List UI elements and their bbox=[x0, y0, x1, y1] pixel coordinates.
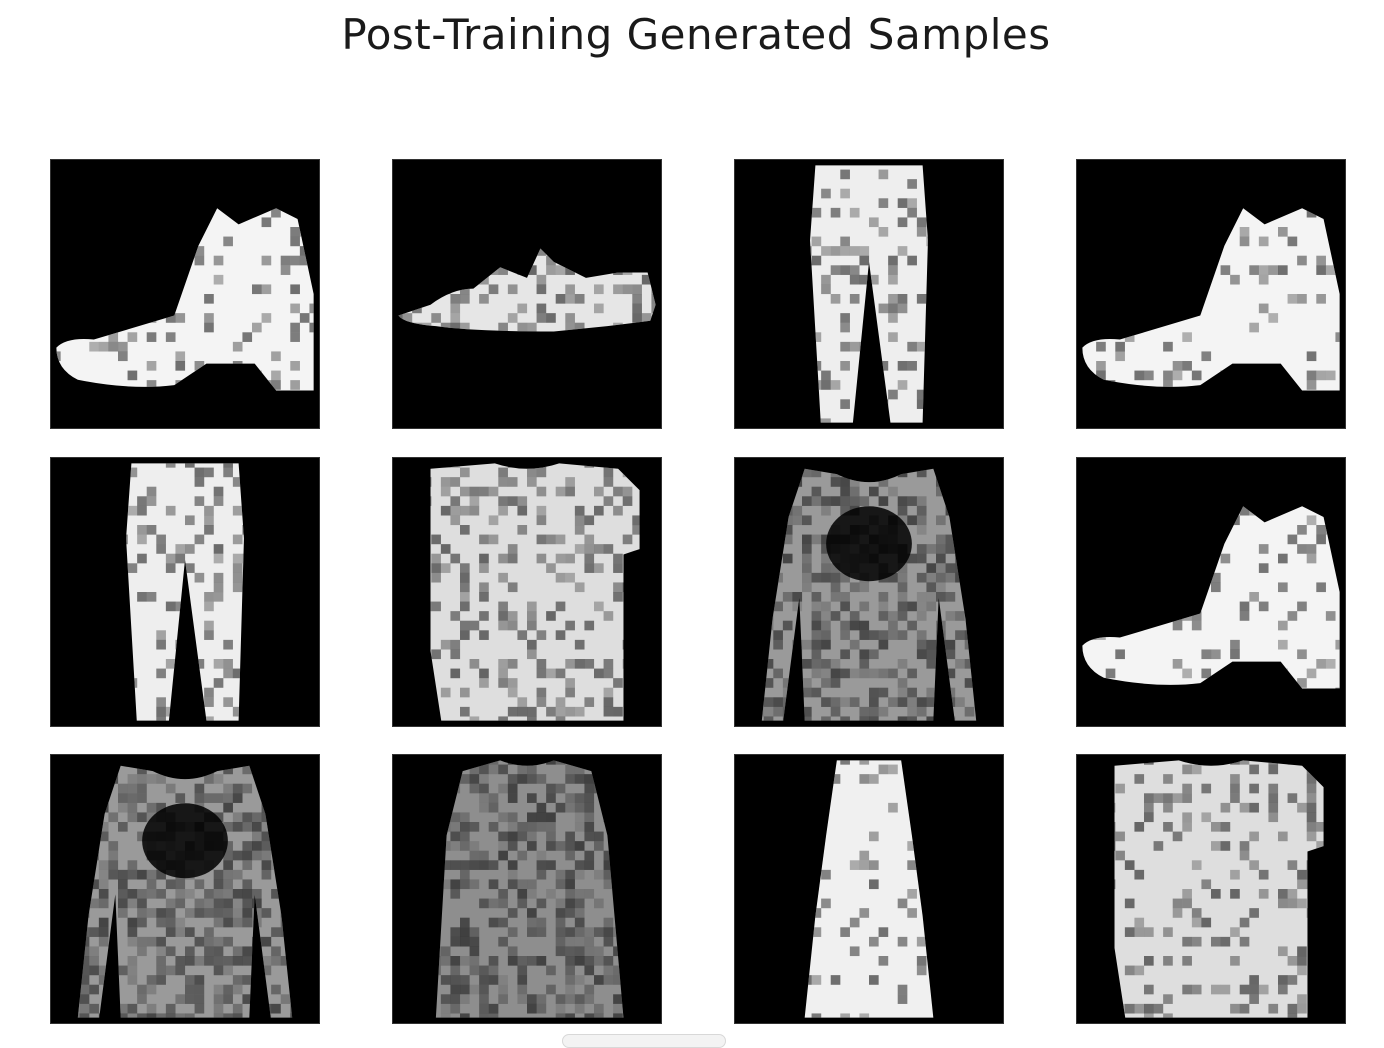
pullover-icon bbox=[735, 458, 1003, 726]
sample-3-3 bbox=[734, 754, 1004, 1024]
scrollbar-handle[interactable] bbox=[562, 1034, 726, 1048]
ankle-boot-icon bbox=[51, 160, 319, 428]
figure-title: Post-Training Generated Samples bbox=[341, 10, 1051, 59]
sample-3-2 bbox=[392, 754, 662, 1024]
sample-1-2 bbox=[392, 159, 662, 429]
pullover-icon bbox=[51, 755, 319, 1023]
coat-icon bbox=[393, 755, 661, 1023]
sneaker-icon bbox=[393, 160, 661, 428]
tshirt-icon bbox=[1077, 755, 1345, 1023]
dress-icon bbox=[735, 755, 1003, 1023]
trouser-icon bbox=[51, 458, 319, 726]
sample-1-1 bbox=[50, 159, 320, 429]
ankle-boot-icon bbox=[1077, 160, 1345, 428]
trouser-icon bbox=[735, 160, 1003, 428]
sample-1-4 bbox=[1076, 159, 1346, 429]
sample-1-3 bbox=[734, 159, 1004, 429]
sample-3-1 bbox=[50, 754, 320, 1024]
tshirt-icon bbox=[393, 458, 661, 726]
sample-2-1 bbox=[50, 457, 320, 727]
sample-2-2 bbox=[392, 457, 662, 727]
sample-3-4 bbox=[1076, 754, 1346, 1024]
sample-2-3 bbox=[734, 457, 1004, 727]
ankle-boot-icon bbox=[1077, 458, 1345, 726]
sample-2-4 bbox=[1076, 457, 1346, 727]
